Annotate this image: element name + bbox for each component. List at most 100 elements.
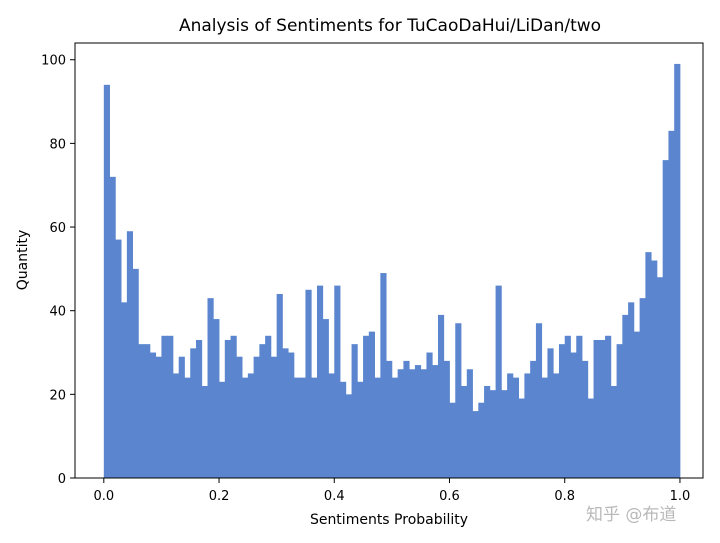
histogram-bar [495, 285, 502, 478]
histogram-bar [155, 356, 162, 478]
histogram-bar [357, 381, 364, 478]
histogram-bar [328, 373, 335, 478]
histogram-bar [109, 176, 116, 478]
histogram-bar [599, 339, 606, 478]
histogram-bar [524, 373, 531, 478]
y-tick-label: 80 [49, 137, 66, 152]
histogram-bar [184, 377, 191, 478]
y-axis-ticks: 0 20 40 60 80 100 [41, 54, 75, 487]
histogram-bar [288, 352, 295, 478]
histogram-bar [305, 289, 312, 478]
histogram-bar [236, 356, 243, 478]
histogram-bar [455, 323, 462, 478]
histogram-bar [518, 398, 525, 478]
histogram-bar [587, 398, 594, 478]
histogram-bar [340, 381, 347, 478]
histogram-bar [605, 335, 612, 478]
bars-group [103, 63, 681, 479]
histogram-bar [507, 373, 514, 478]
histogram-bar [351, 344, 358, 478]
y-tick-label: 0 [58, 472, 66, 487]
histogram-bar [201, 385, 208, 478]
histogram-bar [190, 348, 197, 478]
histogram-bar [622, 314, 629, 479]
histogram-bar [380, 273, 387, 478]
histogram-bar [553, 373, 560, 478]
histogram-bar [414, 365, 422, 478]
histogram-bar [472, 411, 479, 478]
histogram-bar [656, 277, 664, 478]
histogram-bar [276, 293, 283, 478]
histogram-bar [230, 335, 237, 478]
histogram-bar [178, 356, 185, 478]
histogram-bar [132, 268, 139, 478]
histogram-bar [282, 348, 289, 478]
histogram-bar [645, 252, 652, 478]
histogram-bar [426, 352, 433, 478]
histogram-bar [662, 160, 669, 478]
histogram-bar [374, 377, 381, 478]
histogram-bar [420, 369, 427, 478]
histogram-bar [126, 231, 134, 478]
histogram-bar [449, 402, 456, 478]
histogram-bar [443, 360, 450, 478]
histogram-bar [334, 285, 341, 478]
watermark-text: 知乎 @布道 [586, 505, 677, 525]
x-tick-label: 0.2 [209, 489, 230, 504]
chart-title: Analysis of Sentiments for TuCaoDaHui/Li… [179, 16, 601, 36]
x-tick-label: 0.4 [324, 489, 345, 504]
histogram-bar [466, 369, 473, 478]
histogram-bar [616, 344, 623, 478]
x-tick-label: 0.0 [93, 489, 114, 504]
histogram-bar [224, 339, 231, 478]
histogram-bar [403, 360, 410, 478]
histogram-bar [478, 402, 485, 478]
x-axis-label: Sentiments Probability [310, 512, 468, 528]
histogram-bar [242, 377, 249, 478]
x-tick-label: 0.8 [554, 489, 575, 504]
histogram-bar [530, 360, 537, 478]
histogram-bar [397, 369, 404, 478]
histogram-bar [172, 373, 180, 478]
histogram-bar [270, 356, 278, 478]
histogram-bar [219, 381, 226, 478]
histogram-bar [247, 373, 254, 478]
histogram-bar [345, 394, 352, 478]
histogram-bar [593, 339, 600, 478]
plot-frame [74, 42, 704, 479]
histogram-bar [610, 385, 617, 478]
histogram-bar [564, 335, 571, 478]
histogram-bar [489, 390, 496, 478]
y-axis-label: Quantity [15, 230, 31, 291]
histogram-bar [161, 335, 168, 478]
histogram-bar [368, 331, 375, 478]
histogram-bar [501, 390, 508, 478]
histogram-bar [115, 239, 122, 478]
y-tick-label: 40 [49, 305, 66, 320]
histogram-bar [558, 344, 566, 478]
histogram-bar [541, 377, 548, 478]
histogram-bar [674, 63, 681, 478]
histogram-bar [570, 352, 577, 478]
x-tick-label: 1.0 [670, 489, 691, 504]
histogram-bar [461, 385, 468, 478]
histogram-bar [259, 344, 266, 478]
x-axis-ticks: 0.0 0.2 0.4 0.6 0.8 1.0 [93, 478, 690, 504]
histogram-bar [582, 360, 589, 478]
histogram-bar [322, 319, 329, 478]
histogram-bar [535, 323, 543, 478]
histogram-bar [195, 339, 203, 478]
histogram-bar [213, 319, 220, 478]
histogram-bar [437, 314, 445, 479]
histogram-bar [149, 352, 157, 478]
histogram-bar [144, 344, 151, 478]
histogram-bar [484, 385, 491, 478]
histogram-bar [363, 335, 370, 478]
histogram-bar [409, 369, 416, 478]
x-tick-label: 0.6 [439, 489, 460, 504]
histogram-bar [628, 302, 635, 478]
histogram-bar [138, 344, 145, 478]
histogram-bar [651, 260, 658, 478]
y-tick-label: 60 [49, 221, 66, 236]
